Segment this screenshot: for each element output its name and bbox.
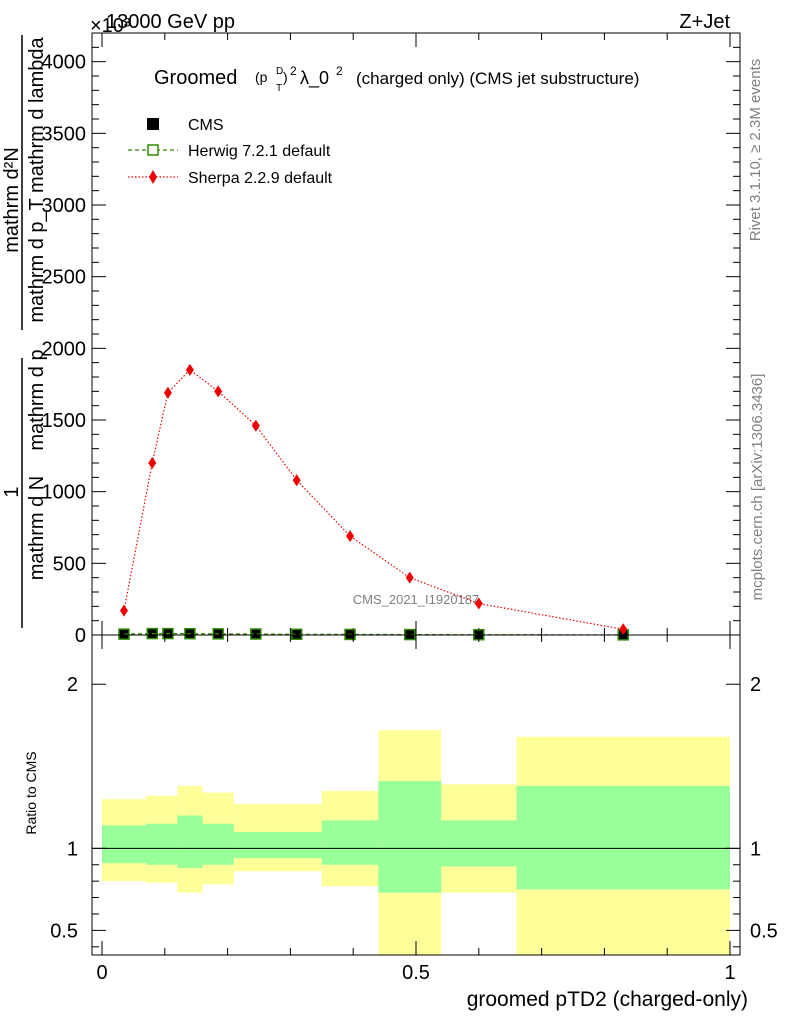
y-tick-label: 1000 (42, 482, 87, 504)
legend-cms-marker (147, 118, 159, 130)
main-title: Groomed (p D T ) 2 λ_0 2 (charged only) … (154, 64, 639, 94)
y-tick-label: 3000 (42, 195, 87, 217)
ylabel-top-fraction: 1 (1, 486, 23, 497)
title-var-sup-d: D (276, 66, 283, 77)
mcplots-label: mcplots.cern.ch [arXiv:1306.3436] (749, 374, 766, 601)
y-tick-label: 4000 (42, 52, 87, 74)
herwig-point (146, 627, 158, 640)
sherpa-point (292, 474, 301, 487)
legend: CMS Herwig 7.2.1 default Sherpa 2.2.9 de… (128, 117, 333, 187)
sherpa-point (619, 623, 628, 636)
ratio-y-tick-label-right: 2 (750, 674, 761, 696)
energy-label: 13000 GeV pp (106, 11, 235, 33)
ratio-inner-band (202, 823, 234, 865)
herwig-point (344, 628, 356, 641)
title-var-close: ) (283, 69, 288, 85)
title-suffix: (charged only) (CMS jet substructure) (356, 69, 639, 88)
ratio-y-tick-label-right: 0.5 (750, 920, 778, 942)
ratio-inner-band (516, 785, 730, 890)
y-tick-label: 0 (75, 625, 86, 647)
herwig-point (212, 628, 224, 640)
herwig-point (184, 627, 196, 640)
ratio-bands (92, 730, 740, 955)
legend-sherpa-label: Sherpa 2.2.9 default (188, 170, 333, 187)
herwig-point (162, 627, 174, 640)
ratio-y-tick-label: 0.5 (50, 920, 78, 942)
title-var-p: (p (255, 69, 268, 85)
legend-herwig-label: Herwig 7.2.1 default (188, 143, 331, 160)
rivet-label: Rivet 3.1.10, ≥ 2.3M events (747, 59, 764, 242)
sherpa-point (163, 386, 172, 399)
legend-cms-label: CMS (188, 117, 224, 134)
ylabel-second-top: mathrm d²N (1, 147, 23, 253)
ratio-y-tick-label: 2 (67, 674, 78, 696)
exponent-label: ×10³ (90, 15, 131, 37)
legend-sherpa-marker (149, 170, 157, 184)
ratio-y-tick-label: 1 (67, 838, 78, 860)
ratio-inner-band (177, 815, 203, 869)
y-tick-label: 1500 (42, 410, 87, 432)
main-axis-ticks: 0 500 1000 1500 2000 2500 3000 3500 4000 (42, 32, 740, 647)
y-tick-label: 2000 (42, 338, 87, 360)
sherpa-point (214, 385, 223, 398)
ylabel-line-a: mathrm d N (26, 476, 48, 580)
ratio-inner-band (441, 820, 517, 867)
title-lambda: λ_0 (300, 68, 329, 89)
ratio-axis-ticks: 0.5 0.5 1 1 2 2 0 0.5 1 (50, 635, 778, 984)
ratio-y-axis-label: Ratio to CMS (23, 751, 39, 834)
x-axis-label: groomed pTD2 (charged-only) (467, 988, 748, 1011)
ratio-inner-band (145, 823, 178, 865)
sherpa-point (119, 604, 128, 617)
title-var-exp: 2 (290, 64, 297, 78)
cms-point (118, 629, 129, 640)
sherpa-point (185, 363, 194, 376)
ratio-inner-band (233, 831, 322, 859)
main-y-axis-label: 1 mathrm d N mathrm d p mathrm d²N mathr… (1, 35, 48, 628)
process-label: Z+Jet (679, 11, 730, 33)
x-tick-label: 0.5 (402, 962, 430, 984)
legend-herwig-marker (147, 144, 159, 156)
herwig-point (118, 628, 130, 640)
sherpa-point (251, 419, 260, 432)
x-tick-label: 1 (724, 962, 735, 984)
x-tick-label: 0 (96, 962, 107, 984)
y-tick-label: 2500 (42, 267, 87, 289)
sherpa-point (405, 571, 414, 584)
herwig-point (250, 628, 262, 640)
ylabel-line-b: mathrm d p (26, 349, 48, 450)
ratio-y-tick-label-right: 1 (750, 838, 761, 860)
title-lambda-exp: 2 (336, 64, 343, 78)
sherpa-point (148, 457, 157, 469)
cms-point (291, 629, 302, 640)
y-tick-label: 500 (53, 553, 86, 575)
sherpa-point (474, 597, 483, 610)
watermark: CMS_2021_I1920187 (353, 592, 480, 607)
herwig-point (290, 628, 303, 641)
cms-point (250, 628, 261, 639)
sherpa-point (346, 530, 355, 543)
series-line-sherpa (123, 368, 624, 630)
title-prefix: Groomed (154, 67, 237, 89)
title-var-sub-t: T (276, 83, 282, 94)
ratio-inner-band (321, 820, 379, 865)
ylabel-line-d: mathrm d p_T mathrm d lambda (26, 36, 48, 322)
ratio-inner-band (102, 825, 146, 864)
ratio-inner-band (378, 781, 442, 893)
y-tick-label: 3500 (42, 123, 87, 145)
